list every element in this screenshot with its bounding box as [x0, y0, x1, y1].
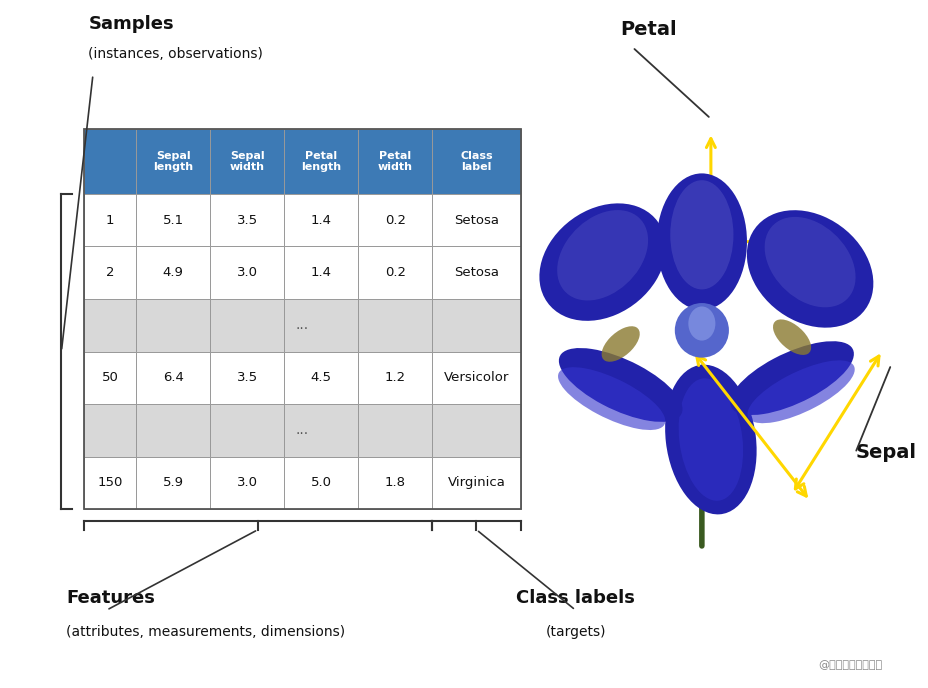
- Bar: [210, 194, 284, 246]
- Bar: [210, 352, 284, 404]
- Text: 5.9: 5.9: [162, 476, 184, 489]
- Ellipse shape: [664, 365, 755, 515]
- Bar: [284, 129, 358, 194]
- Bar: [432, 194, 520, 246]
- Bar: [84, 299, 136, 352]
- Text: Setosa: Setosa: [454, 266, 498, 279]
- Text: 1: 1: [106, 214, 114, 226]
- Text: 3.5: 3.5: [237, 372, 257, 385]
- Bar: [84, 246, 136, 299]
- Text: 0.2: 0.2: [384, 266, 406, 279]
- Text: Samples: Samples: [88, 16, 174, 34]
- Ellipse shape: [670, 180, 732, 290]
- Ellipse shape: [558, 367, 664, 430]
- Bar: [358, 246, 432, 299]
- Text: 3.0: 3.0: [237, 266, 257, 279]
- Bar: [210, 299, 284, 352]
- Bar: [136, 352, 210, 404]
- Text: 5.0: 5.0: [310, 476, 331, 489]
- Bar: [84, 194, 136, 246]
- Text: 1.8: 1.8: [384, 476, 406, 489]
- Text: Versicolor: Versicolor: [444, 372, 509, 385]
- Text: (attributes, measurements, dimensions): (attributes, measurements, dimensions): [66, 625, 344, 639]
- Text: 50: 50: [101, 372, 119, 385]
- Bar: [432, 246, 520, 299]
- Text: (instances, observations): (instances, observations): [88, 47, 263, 61]
- Bar: [284, 246, 358, 299]
- Text: 4.9: 4.9: [162, 266, 184, 279]
- Bar: [358, 299, 432, 352]
- Bar: [136, 457, 210, 509]
- Ellipse shape: [746, 211, 872, 327]
- Bar: [284, 457, 358, 509]
- Text: (targets): (targets): [545, 625, 605, 639]
- Bar: [432, 129, 520, 194]
- Ellipse shape: [557, 210, 648, 301]
- Bar: [284, 194, 358, 246]
- Bar: [136, 404, 210, 457]
- Bar: [358, 457, 432, 509]
- Bar: [84, 129, 136, 194]
- Text: 1.4: 1.4: [310, 214, 331, 226]
- Bar: [84, 404, 136, 457]
- Ellipse shape: [539, 204, 665, 321]
- Text: Setosa: Setosa: [454, 214, 498, 226]
- Bar: [136, 246, 210, 299]
- Ellipse shape: [729, 341, 853, 415]
- Text: 2: 2: [106, 266, 114, 279]
- Bar: [432, 404, 520, 457]
- Bar: [284, 352, 358, 404]
- Bar: [432, 457, 520, 509]
- Bar: [432, 352, 520, 404]
- Ellipse shape: [772, 319, 810, 355]
- Text: Virginica: Virginica: [447, 476, 505, 489]
- Text: Class labels: Class labels: [516, 589, 635, 607]
- Bar: [358, 352, 432, 404]
- Text: 1.2: 1.2: [384, 372, 406, 385]
- Bar: [358, 194, 432, 246]
- Bar: [136, 299, 210, 352]
- Bar: [358, 129, 432, 194]
- Text: 6.4: 6.4: [162, 372, 184, 385]
- Text: Sepal
length: Sepal length: [153, 151, 193, 172]
- Ellipse shape: [559, 348, 682, 422]
- Text: 3.0: 3.0: [237, 476, 257, 489]
- Bar: [284, 299, 358, 352]
- Bar: [358, 404, 432, 457]
- Ellipse shape: [678, 378, 742, 501]
- Text: 3.5: 3.5: [237, 214, 257, 226]
- Bar: [136, 194, 210, 246]
- Ellipse shape: [747, 361, 854, 423]
- Text: ...: ...: [295, 423, 308, 438]
- Bar: [136, 129, 210, 194]
- Ellipse shape: [656, 173, 746, 310]
- Text: Petal
length: Petal length: [301, 151, 341, 172]
- Text: ...: ...: [295, 319, 308, 332]
- Text: 0.2: 0.2: [384, 214, 406, 226]
- Bar: [284, 404, 358, 457]
- Bar: [210, 404, 284, 457]
- Bar: [432, 299, 520, 352]
- Ellipse shape: [674, 303, 728, 358]
- Text: 150: 150: [97, 476, 122, 489]
- Text: Sepal
width: Sepal width: [229, 151, 264, 172]
- Text: Petal
width: Petal width: [378, 151, 412, 172]
- Text: Class
label: Class label: [459, 151, 492, 172]
- Text: Sepal: Sepal: [855, 443, 915, 462]
- Bar: [84, 129, 520, 509]
- Text: Petal: Petal: [620, 20, 677, 39]
- Text: Features: Features: [66, 589, 155, 607]
- Bar: [84, 352, 136, 404]
- Ellipse shape: [688, 306, 715, 341]
- Text: 5.1: 5.1: [162, 214, 184, 226]
- Text: 1.4: 1.4: [310, 266, 331, 279]
- Text: 4.5: 4.5: [310, 372, 331, 385]
- Bar: [210, 246, 284, 299]
- Text: @稀土掘金技术社区: @稀土掘金技术社区: [818, 660, 882, 670]
- Ellipse shape: [764, 217, 855, 308]
- Ellipse shape: [601, 326, 639, 362]
- Bar: [210, 457, 284, 509]
- Bar: [210, 129, 284, 194]
- Bar: [84, 457, 136, 509]
